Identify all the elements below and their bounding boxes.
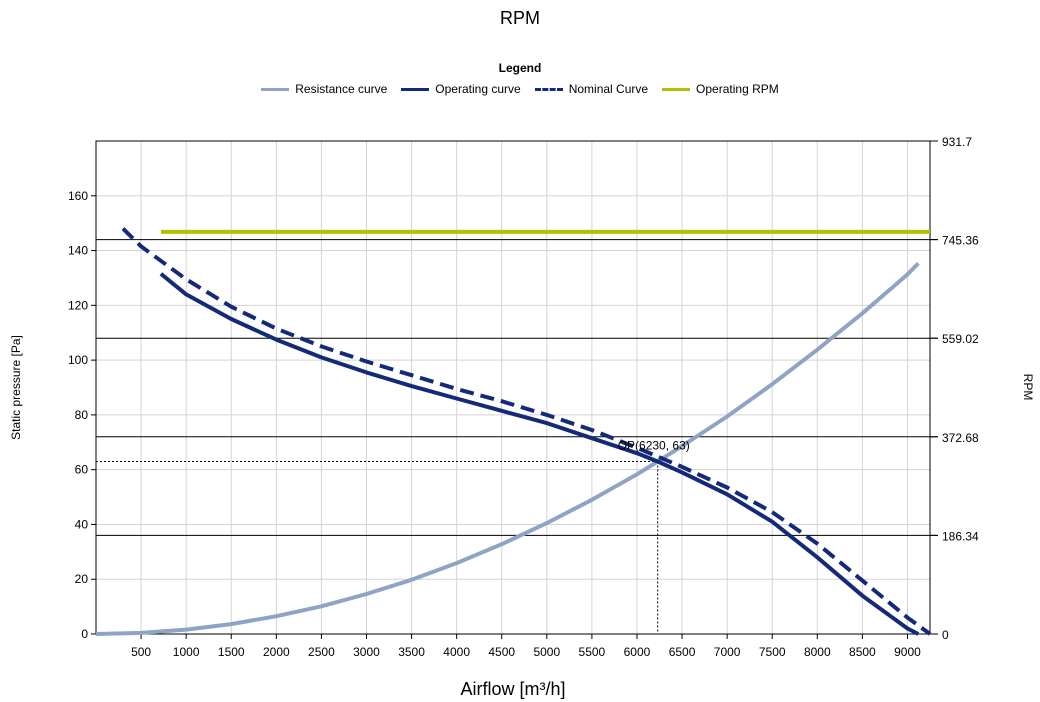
- y-tick-label: 160: [68, 189, 88, 203]
- x-tick-label: 4500: [488, 645, 515, 659]
- x-tick-label: 4000: [443, 645, 470, 659]
- x-tick-label: 3000: [353, 645, 380, 659]
- y2-tick-label: 931.7: [942, 135, 972, 149]
- legend-item: Resistance curve: [261, 82, 387, 96]
- x-tick-label: 500: [131, 645, 151, 659]
- legend-label: Nominal Curve: [568, 82, 649, 96]
- legend-item: Operating RPM: [662, 82, 779, 96]
- x-tick-label: 7500: [759, 645, 786, 659]
- x-tick-label: 9000: [894, 645, 921, 659]
- y-tick-label: 0: [81, 627, 88, 641]
- legend-swatch: [261, 87, 290, 91]
- legend-swatch: [401, 87, 430, 91]
- series-line-0: [95, 261, 920, 636]
- y-tick-label: 140: [68, 244, 88, 258]
- y-tick-label: 40: [75, 517, 89, 531]
- x-tick-label: 8500: [849, 645, 876, 659]
- y-tick-label: 100: [68, 353, 88, 367]
- y-tick-label: 20: [75, 572, 89, 586]
- legend-item: Operating curve: [401, 82, 521, 96]
- legend-swatch: [662, 87, 691, 91]
- series-line-1: [159, 272, 920, 636]
- legend-label: Resistance curve: [295, 82, 388, 96]
- y-tick-label: 120: [68, 298, 88, 312]
- legend-swatch: [534, 87, 563, 91]
- x-tick-label: 8000: [804, 645, 831, 659]
- x-tick-label: 3500: [398, 645, 425, 659]
- y-axis-title: Static pressure [Pa]: [9, 335, 23, 440]
- y-tick-label: 80: [75, 408, 89, 422]
- y2-tick-label: 559.02: [942, 332, 979, 346]
- x-tick-label: 1500: [218, 645, 245, 659]
- x-tick-label: 6500: [669, 645, 696, 659]
- chart-title: RPM: [500, 8, 540, 28]
- y2-tick-label: 186.34: [942, 529, 979, 543]
- legend-label: Operating curve: [435, 82, 521, 96]
- legend-item: Nominal Curve: [534, 82, 649, 96]
- series-line-2: [121, 227, 932, 636]
- x-tick-label: 1000: [173, 645, 200, 659]
- y2-tick-label: 0: [942, 628, 949, 642]
- operating-point-label: OP(6230, 63): [618, 438, 690, 452]
- y2-tick-label: 372.68: [942, 431, 979, 445]
- plot-frame: [95, 140, 931, 635]
- x-tick-label: 6000: [624, 645, 651, 659]
- legend-title: Legend: [498, 61, 542, 75]
- y2-tick-label: 745.36: [942, 234, 979, 248]
- y2-axis-title: RPM: [1021, 374, 1035, 401]
- x-tick-label: 7000: [714, 645, 741, 659]
- x-tick-label: 5500: [579, 645, 606, 659]
- y-tick-label: 60: [75, 463, 89, 477]
- legend: Resistance curve Operating curve Nominal C…: [0, 82, 1040, 96]
- x-tick-label: 2000: [263, 645, 290, 659]
- x-tick-label: 2500: [308, 645, 335, 659]
- x-axis-title: Airflow [m³/h]: [460, 679, 565, 699]
- legend-label: Operating RPM: [696, 82, 779, 96]
- x-tick-label: 5000: [533, 645, 560, 659]
